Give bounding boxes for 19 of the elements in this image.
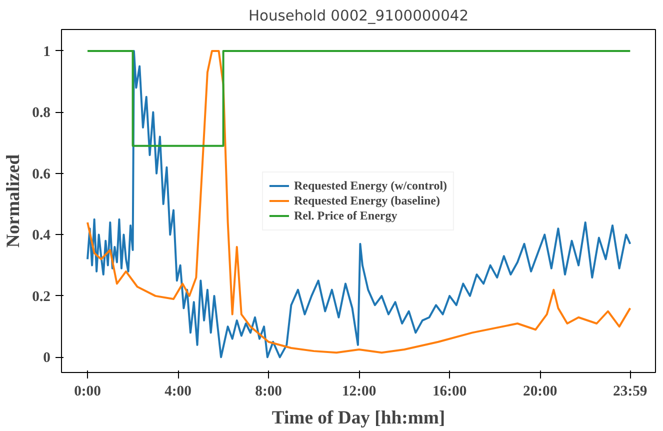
y-axis-title: Normalized xyxy=(3,154,24,248)
x-tick-label: 20:00 xyxy=(523,384,558,400)
chart-title: Household 0002_9100000042 xyxy=(248,8,469,24)
x-tick-label: 4:00 xyxy=(164,384,192,400)
y-tick-label: 0.2 xyxy=(32,288,51,305)
x-tick-label: 23:59 xyxy=(613,384,648,400)
legend-label: Rel. Price of Energy xyxy=(294,208,398,223)
y-tick-label: 0 xyxy=(43,350,50,366)
y-tick-label: 1 xyxy=(43,44,50,60)
x-tick-label: 0:00 xyxy=(74,384,101,400)
x-tick-label: 16:00 xyxy=(432,384,467,400)
y-tick-label: 0.6 xyxy=(32,166,51,182)
y-tick-label: 0.4 xyxy=(32,228,52,244)
x-tick-label: 12:00 xyxy=(342,384,376,400)
x-tick-label: 8:00 xyxy=(255,384,282,400)
x-axis-title: Time of Day [hh:mm] xyxy=(272,408,446,428)
legend-label: Requested Energy (w/control) xyxy=(294,178,448,193)
legend-label: Requested Energy (baseline) xyxy=(294,193,440,208)
y-tick-label: 0.8 xyxy=(32,105,51,122)
